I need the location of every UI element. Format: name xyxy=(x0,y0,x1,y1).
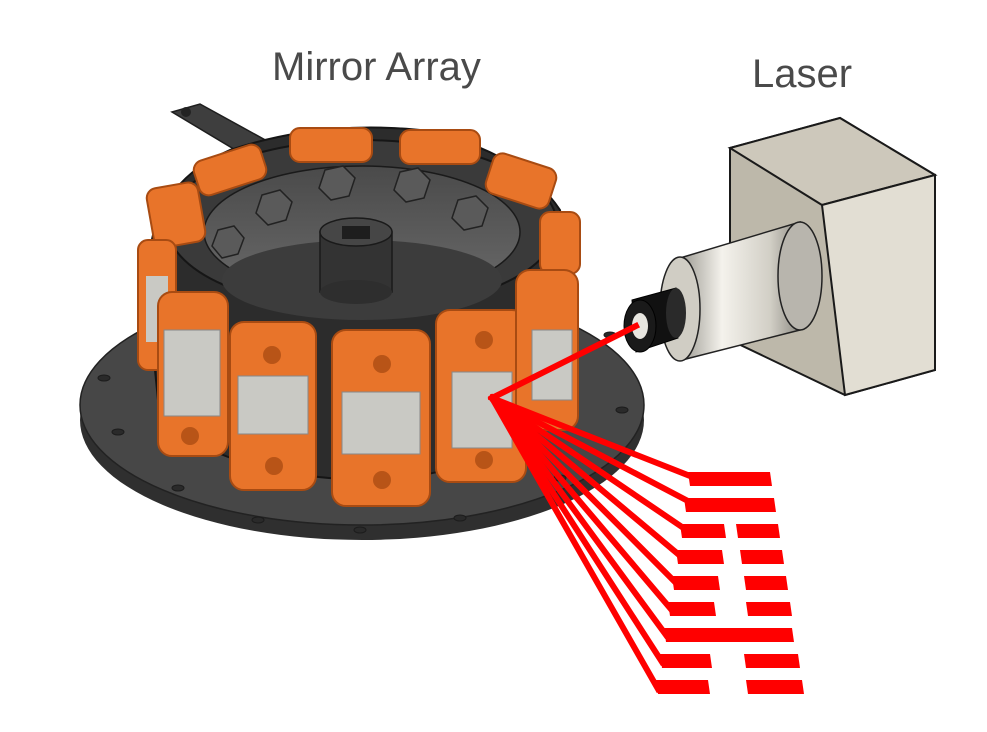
laser-module xyxy=(623,116,938,397)
mirror-housing xyxy=(229,321,317,491)
reflected-beams xyxy=(487,321,694,694)
mirror-array-label: Mirror Array xyxy=(272,45,481,89)
mirror-housing xyxy=(515,269,579,431)
back-mirror-housings xyxy=(145,127,581,275)
mirror-housing xyxy=(331,329,431,507)
mirror-housing xyxy=(157,291,229,457)
front-mirror-housings xyxy=(137,239,579,507)
laser-label: Laser xyxy=(752,52,853,96)
mirror-array-assembly xyxy=(79,103,645,540)
projected-letter-pattern xyxy=(656,472,804,694)
mirror-housing xyxy=(435,309,527,483)
